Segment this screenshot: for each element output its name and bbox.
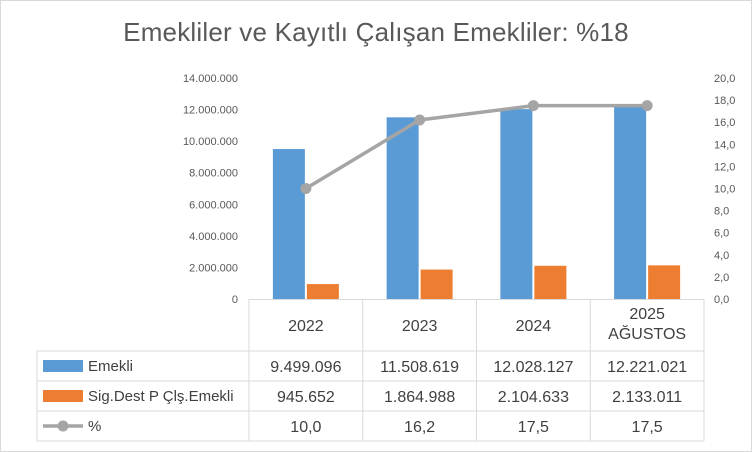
y-right-tick-label: 14,0 [714, 139, 735, 151]
data-table-cell: 12.221.021 [607, 359, 687, 376]
data-table-cell: 945.652 [277, 389, 335, 406]
percent-marker-2 [527, 100, 539, 112]
data-table-cell: 1.864.988 [384, 389, 455, 406]
category-label: AĞUSTOS [608, 324, 686, 343]
y-right-tick-label: 6,0 [714, 228, 729, 240]
bar-sig-dest-1 [420, 269, 453, 299]
y-left-tick-label: 4.000.000 [189, 231, 238, 243]
data-table-cell: 2.104.633 [498, 389, 569, 406]
percent-marker-0 [300, 183, 312, 194]
chart-title: Emekliler ve Kayıtlı Çalışan Emekliler: … [123, 17, 629, 47]
percent-marker-1 [414, 114, 426, 126]
bar-emekli-1 [386, 117, 419, 299]
legend-label: Sig.Dest P Çlş.Emekli [88, 388, 234, 405]
bar-emekli-0 [272, 149, 305, 299]
y-left-tick-label: 2.000.000 [189, 262, 238, 274]
y-right-tick-label: 18,0 [714, 95, 735, 107]
y-right-tick-label: 10,0 [714, 184, 735, 196]
legend-key-1 [43, 390, 83, 402]
y-left-tick-label: 10.000.000 [183, 136, 238, 148]
legend-key-marker [57, 420, 69, 432]
legend-label: % [88, 418, 101, 435]
y-right-tick-label: 0,0 [714, 294, 729, 306]
legend-key-0 [43, 360, 83, 372]
y-left-tick-label: 14.000.000 [183, 73, 238, 85]
y-right-tick-label: 20,0 [714, 73, 735, 85]
legend-label: Emekli [88, 358, 133, 375]
bar-emekli-3 [614, 106, 647, 299]
bar-sig-dest-3 [648, 265, 681, 299]
category-label: 2024 [516, 318, 552, 335]
bar-emekli-2 [500, 109, 533, 299]
data-table-cell: 17,5 [518, 419, 549, 436]
y-left-tick-label: 8.000.000 [189, 168, 238, 180]
data-table-cell: 2.133.011 [612, 389, 682, 406]
category-label: 2022 [288, 318, 324, 335]
y-right-tick-label: 16,0 [714, 117, 735, 129]
y-left-tick-label: 0 [232, 294, 238, 306]
y-right-tick-label: 8,0 [714, 206, 729, 218]
y-right-tick-label: 2,0 [714, 272, 729, 284]
category-label: 2023 [402, 318, 438, 335]
data-table-cell: 11.508.619 [380, 359, 459, 376]
percent-line [304, 103, 648, 190]
data-table-cell: 10,0 [290, 419, 321, 436]
data-table-cell: 16,2 [404, 419, 435, 436]
y-right-tick-label: 12,0 [714, 161, 735, 173]
data-table-cell: 9.499.096 [270, 359, 341, 376]
y-left-tick-label: 6.000.000 [189, 199, 238, 211]
bar-sig-dest-2 [534, 265, 567, 299]
category-label: 2025 [629, 306, 665, 323]
data-table-cell: 17,5 [632, 419, 663, 436]
data-table-cell: 12.028.127 [493, 359, 573, 376]
percent-marker-3 [641, 100, 653, 112]
y-right-tick-label: 4,0 [714, 250, 729, 262]
bar-sig-dest-0 [306, 284, 339, 299]
y-left-tick-label: 12.000.000 [183, 105, 238, 117]
